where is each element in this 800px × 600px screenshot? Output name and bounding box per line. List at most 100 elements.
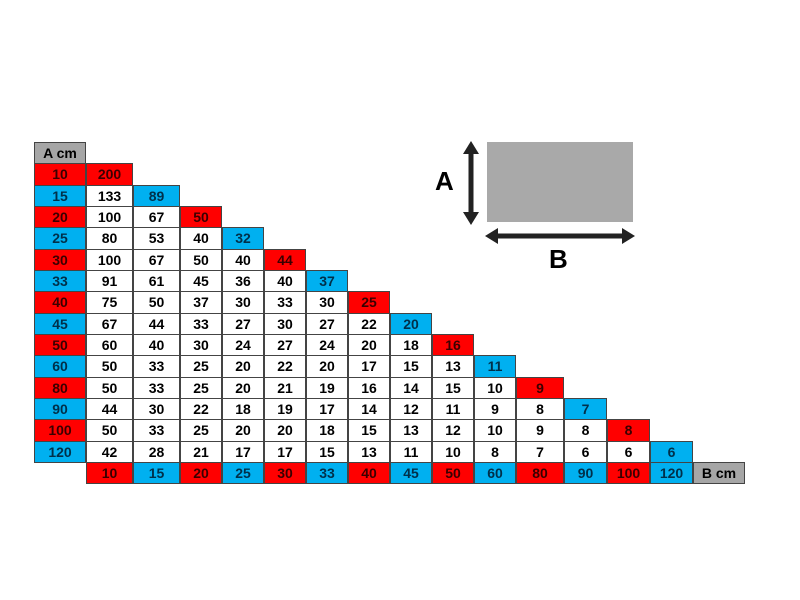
gray-rectangle [487, 142, 633, 222]
table-cell: 11 [432, 397, 474, 421]
table-cell: 21 [180, 440, 222, 463]
table-cell: 27 [222, 312, 264, 335]
table-cell: 133 [86, 184, 133, 207]
table-cell: 15 [390, 355, 432, 378]
a-value-label: 20 [34, 205, 86, 229]
table-cell: 15 [306, 440, 348, 463]
table-cell: 14 [348, 397, 390, 421]
table-cell: 30 [306, 291, 348, 314]
table-cell: 36 [222, 269, 264, 293]
b-value-label: 20 [180, 461, 222, 485]
table-cell: 22 [264, 355, 306, 378]
table-cell: 15 [432, 376, 474, 399]
table-cell: 19 [264, 397, 306, 421]
diagonal-cell: 11 [474, 355, 516, 378]
table-cell: 9 [516, 419, 564, 442]
table-cell: 30 [264, 312, 306, 335]
b-value-label: 80 [516, 461, 564, 485]
a-value-label: 120 [34, 440, 86, 463]
table-cell: 33 [264, 291, 306, 314]
table-cell: 37 [180, 291, 222, 314]
table-cell: 16 [348, 376, 390, 399]
diagonal-cell: 200 [86, 163, 133, 186]
table-cell: 33 [133, 355, 180, 378]
table-cell: 20 [306, 355, 348, 378]
table-cell: 25 [180, 355, 222, 378]
table-cell: 50 [86, 376, 133, 399]
table-cell: 30 [222, 291, 264, 314]
b-value-label: 15 [133, 461, 180, 485]
a-value-label: 90 [34, 397, 86, 421]
table-cell: 60 [86, 333, 133, 357]
table-cell: 20 [264, 419, 306, 442]
b-value-label: 120 [650, 461, 693, 485]
a-value-label: 30 [34, 248, 86, 271]
table-cell: 100 [86, 205, 133, 229]
diagonal-cell: 89 [133, 184, 180, 207]
table-cell: 67 [133, 248, 180, 271]
table-cell: 19 [306, 376, 348, 399]
b-value-label: 30 [264, 461, 306, 485]
b-value-label: 10 [86, 461, 133, 485]
table-cell: 11 [390, 440, 432, 463]
table-cell: 17 [264, 440, 306, 463]
table-cell: 61 [133, 269, 180, 293]
table-cell: 8 [516, 397, 564, 421]
table-cell: 20 [222, 355, 264, 378]
table-cell: 24 [306, 333, 348, 357]
table-cell: 42 [86, 440, 133, 463]
table-cell: 40 [222, 248, 264, 271]
diagonal-cell: 44 [264, 248, 306, 271]
table-cell: 80 [86, 227, 133, 250]
a-value-label: 50 [34, 333, 86, 357]
diagonal-cell: 20 [390, 312, 432, 335]
table-cell: 33 [133, 376, 180, 399]
b-value-label: 45 [390, 461, 432, 485]
table-cell: 50 [133, 291, 180, 314]
b-value-label: 40 [348, 461, 390, 485]
table-cell: 6 [607, 440, 650, 463]
table-cell: 30 [133, 397, 180, 421]
table-cell: 50 [86, 355, 133, 378]
table-cell: 22 [180, 397, 222, 421]
table-cell: 44 [86, 397, 133, 421]
diagonal-cell: 6 [650, 440, 693, 463]
table-cell: 22 [348, 312, 390, 335]
table-cell: 25 [180, 376, 222, 399]
horizontal-arrow-icon [485, 228, 635, 244]
table-cell: 8 [474, 440, 516, 463]
table-cell: 45 [180, 269, 222, 293]
diagonal-cell: 37 [306, 269, 348, 293]
table-cell: 6 [564, 440, 607, 463]
a-value-label: 60 [34, 355, 86, 378]
table-cell: 18 [222, 397, 264, 421]
table-cell: 10 [432, 440, 474, 463]
table-cell: 10 [474, 376, 516, 399]
diagonal-cell: 8 [607, 419, 650, 442]
table-cell: 28 [133, 440, 180, 463]
a-value-label: 10 [34, 163, 86, 186]
table-cell: 24 [222, 333, 264, 357]
a-value-label: 15 [34, 184, 86, 207]
table-cell: 15 [348, 419, 390, 442]
table-cell: 91 [86, 269, 133, 293]
a-value-label: 33 [34, 269, 86, 293]
diagonal-cell: 32 [222, 227, 264, 250]
diagonal-cell: 16 [432, 333, 474, 357]
table-cell: 13 [348, 440, 390, 463]
a-value-label: 25 [34, 227, 86, 250]
b-value-label: 90 [564, 461, 607, 485]
diagonal-cell: 7 [564, 397, 607, 421]
b-value-label: 25 [222, 461, 264, 485]
table-cell: 14 [390, 376, 432, 399]
table-cell: 67 [86, 312, 133, 335]
b-value-label: 100 [607, 461, 650, 485]
table-cell: 50 [86, 419, 133, 442]
table-cell: 100 [86, 248, 133, 271]
table-cell: 67 [133, 205, 180, 229]
table-cell: 17 [306, 397, 348, 421]
table-cell: 12 [390, 397, 432, 421]
a-value-label: 45 [34, 312, 86, 335]
table-cell: 18 [390, 333, 432, 357]
table-cell: 10 [474, 419, 516, 442]
